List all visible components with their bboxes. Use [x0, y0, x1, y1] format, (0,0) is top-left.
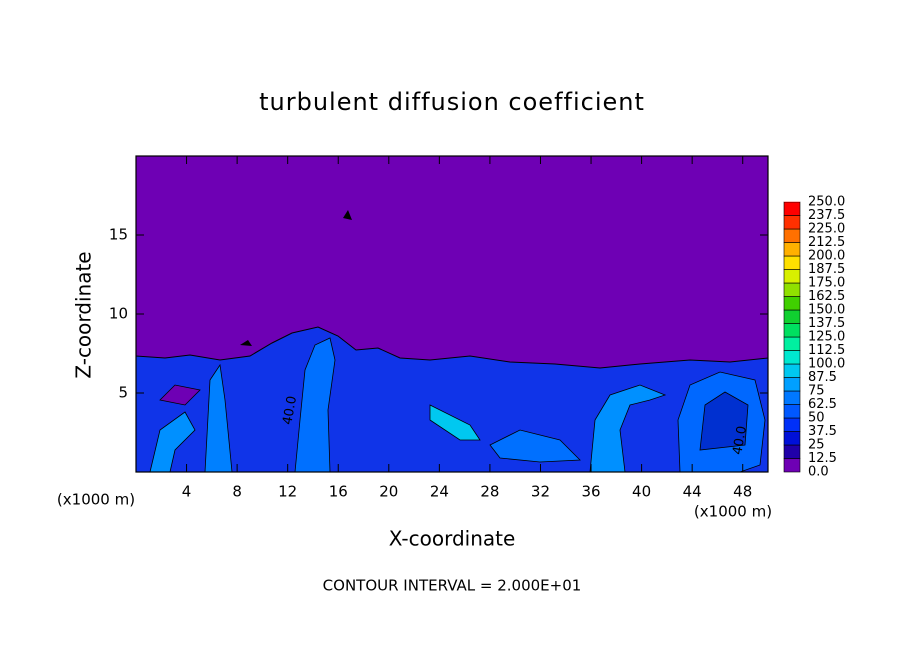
colorbar-box [783, 309, 801, 324]
colorbar-label: 237.5 [808, 208, 845, 223]
x-tick-label: 48 [733, 483, 752, 501]
colorbar-label: 50 [808, 411, 825, 426]
y-axis-unit: (x1000 m) [57, 491, 135, 509]
colorbar-box [783, 363, 801, 378]
contour-label: 40.0 [730, 425, 750, 456]
colorbar-label: 25 [808, 438, 825, 453]
colorbar-box [783, 417, 801, 432]
field-region [429, 404, 481, 441]
x-tick-label: 36 [581, 483, 600, 501]
x-tick-label: 44 [683, 483, 702, 501]
contour-field [135, 156, 769, 473]
colorbar-label: 75 [808, 384, 825, 399]
colorbar-box [783, 444, 801, 459]
colorbar-label: 0.0 [808, 465, 829, 480]
y-tick-label: 5 [118, 384, 128, 402]
field-region [699, 391, 749, 451]
chart-title: turbulent diffusion coefficient [259, 88, 645, 116]
colorbar-label: 62.5 [808, 397, 837, 412]
x-tick-label: 32 [531, 483, 550, 501]
colorbar-label: 225.0 [808, 222, 845, 237]
x-tick-label: 28 [480, 483, 499, 501]
contour-label: 40.0 [280, 395, 300, 426]
colorbar-box [783, 269, 801, 284]
colorbar-box [783, 336, 801, 351]
colorbar-box [783, 323, 801, 338]
colorbar-label: 187.5 [808, 262, 845, 277]
field-region [489, 429, 581, 463]
colorbar-label: 12.5 [808, 451, 837, 466]
colorbar-label: 87.5 [808, 370, 837, 385]
colorbar-box [783, 215, 801, 230]
footnote: CONTOUR INTERVAL = 2.000E+01 [323, 577, 582, 595]
x-axis-unit: (x1000 m) [694, 503, 772, 521]
y-axis-label: Z-coordinate [72, 251, 96, 378]
colorbar-top [784, 201, 800, 202]
field-region [240, 340, 252, 346]
colorbar-box [783, 458, 801, 473]
x-tick-label: 12 [278, 483, 297, 501]
colorbar-label: 125.0 [808, 330, 845, 345]
colorbar-box [783, 296, 801, 311]
y-tick-label: 15 [109, 226, 128, 244]
x-tick-label: 8 [232, 483, 242, 501]
x-tick-label: 40 [632, 483, 651, 501]
colorbar-label: 212.5 [808, 235, 845, 250]
x-tick-label: 16 [329, 483, 348, 501]
colorbar-box [783, 282, 801, 297]
colorbar-label: 37.5 [808, 424, 837, 439]
field-region [589, 384, 667, 473]
colorbar-label: 112.5 [808, 343, 845, 358]
field-region [294, 337, 336, 473]
x-tick-label: 4 [182, 483, 192, 501]
x-axis-label: X-coordinate [389, 527, 516, 551]
colorbar-label: 137.5 [808, 316, 845, 331]
colorbar-box [783, 377, 801, 392]
y-tick-label: 10 [109, 305, 128, 323]
field-region [159, 384, 201, 406]
colorbar-box [783, 404, 801, 419]
colorbar-box [783, 228, 801, 243]
colorbar-label: 250.0 [808, 195, 845, 210]
x-tick-label: 24 [430, 483, 449, 501]
colorbar-box [783, 350, 801, 365]
colorbar-box [783, 431, 801, 446]
field-region [343, 210, 352, 220]
colorbar-box [783, 255, 801, 270]
x-tick-label: 20 [379, 483, 398, 501]
colorbar-label: 175.0 [808, 276, 845, 291]
colorbar-box [783, 242, 801, 257]
colorbar-label: 100.0 [808, 357, 845, 372]
colorbar-label: 150.0 [808, 303, 845, 318]
colorbar-label: 162.5 [808, 289, 845, 304]
colorbar-label: 200.0 [808, 249, 845, 264]
colorbar-box [783, 390, 801, 405]
colorbar-box [783, 201, 801, 216]
